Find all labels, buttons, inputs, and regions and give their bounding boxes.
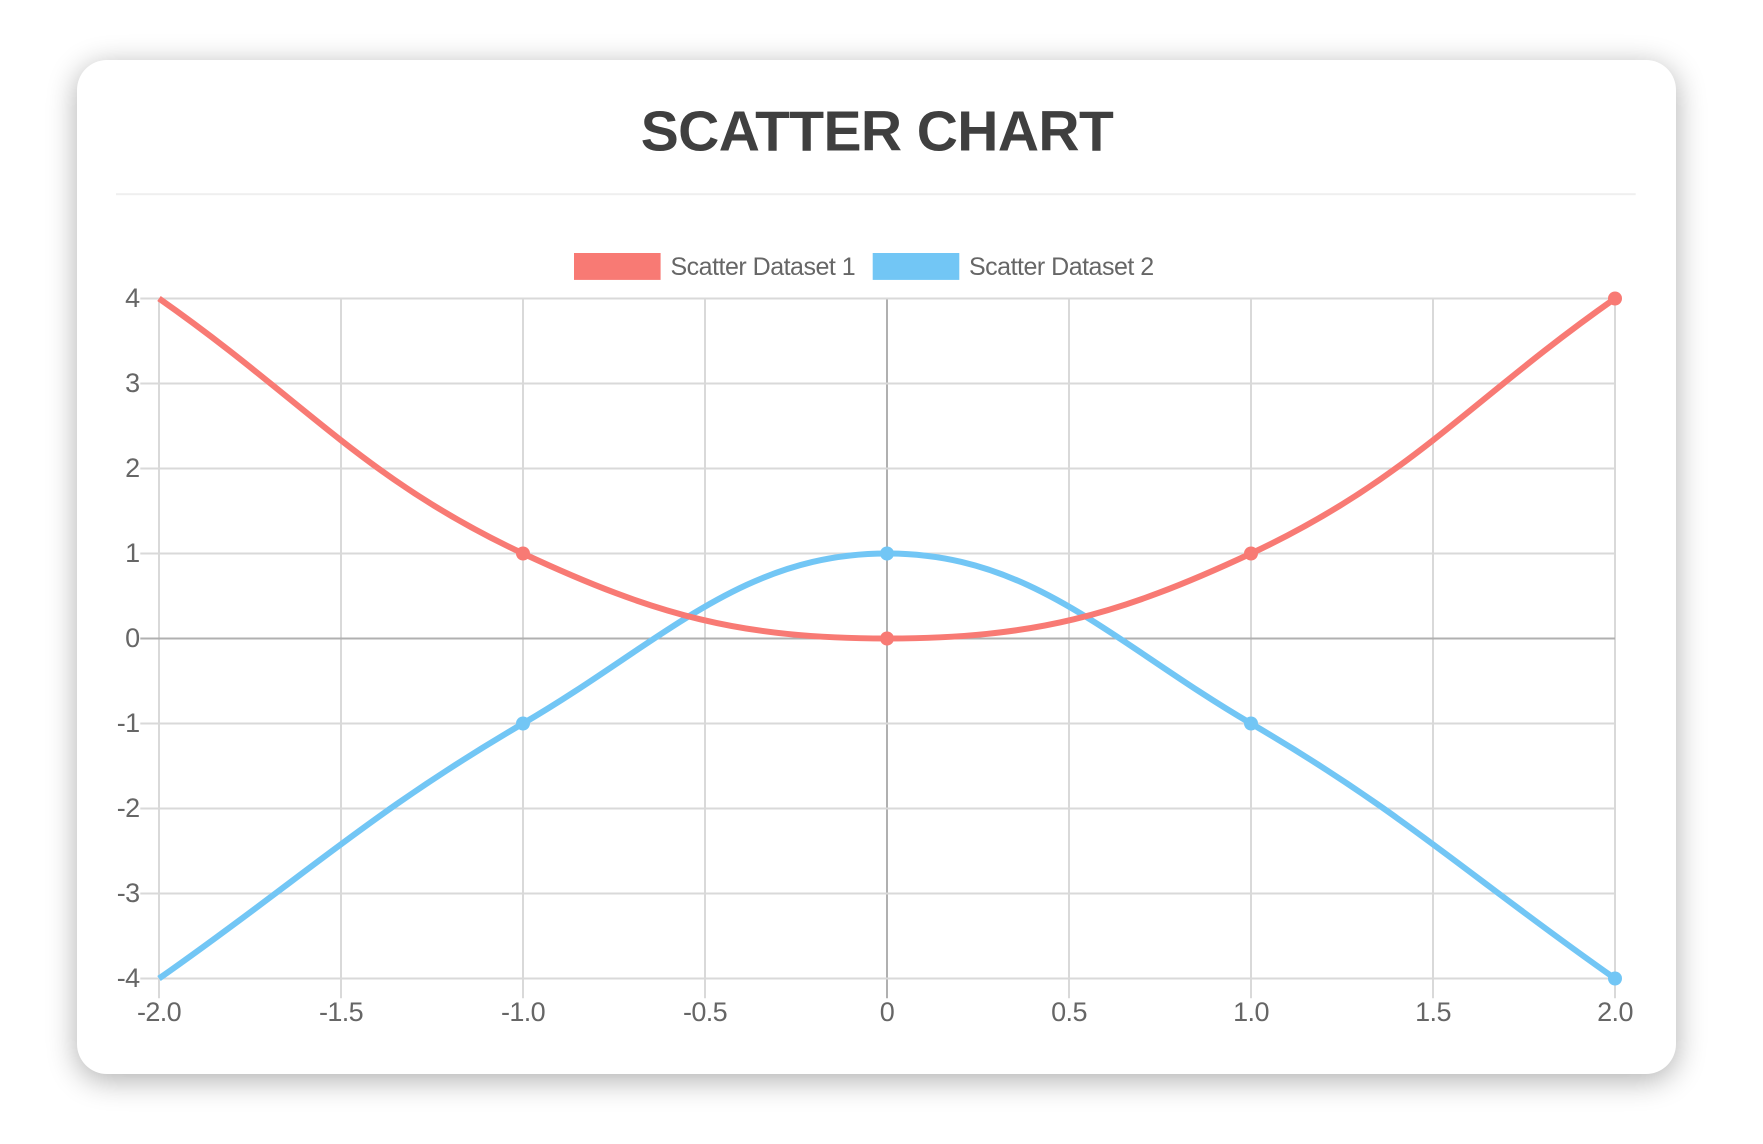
- svg-text:Scatter Dataset 1: Scatter Dataset 1: [671, 253, 856, 281]
- svg-text:-1: -1: [117, 708, 140, 738]
- svg-text:1.5: 1.5: [1415, 997, 1451, 1027]
- svg-text:-1.0: -1.0: [501, 997, 545, 1027]
- svg-text:0: 0: [880, 997, 894, 1027]
- svg-text:2: 2: [125, 453, 139, 483]
- svg-text:-2: -2: [117, 793, 140, 823]
- svg-text:4: 4: [125, 283, 140, 313]
- svg-text:0.5: 0.5: [1051, 997, 1087, 1027]
- svg-text:-4: -4: [117, 963, 140, 993]
- svg-text:1: 1: [125, 538, 139, 568]
- svg-text:2.0: 2.0: [1597, 997, 1633, 1027]
- svg-text:1.0: 1.0: [1233, 997, 1269, 1027]
- svg-text:3: 3: [125, 368, 139, 398]
- svg-text:-0.5: -0.5: [683, 997, 727, 1027]
- svg-text:-1.5: -1.5: [319, 997, 363, 1027]
- svg-text:0: 0: [125, 623, 139, 653]
- svg-text:Scatter Dataset 2: Scatter Dataset 2: [969, 253, 1154, 281]
- svg-text:-3: -3: [117, 878, 140, 908]
- svg-text:SCATTER CHART: SCATTER CHART: [641, 99, 1114, 163]
- svg-text:-2.0: -2.0: [137, 997, 181, 1027]
